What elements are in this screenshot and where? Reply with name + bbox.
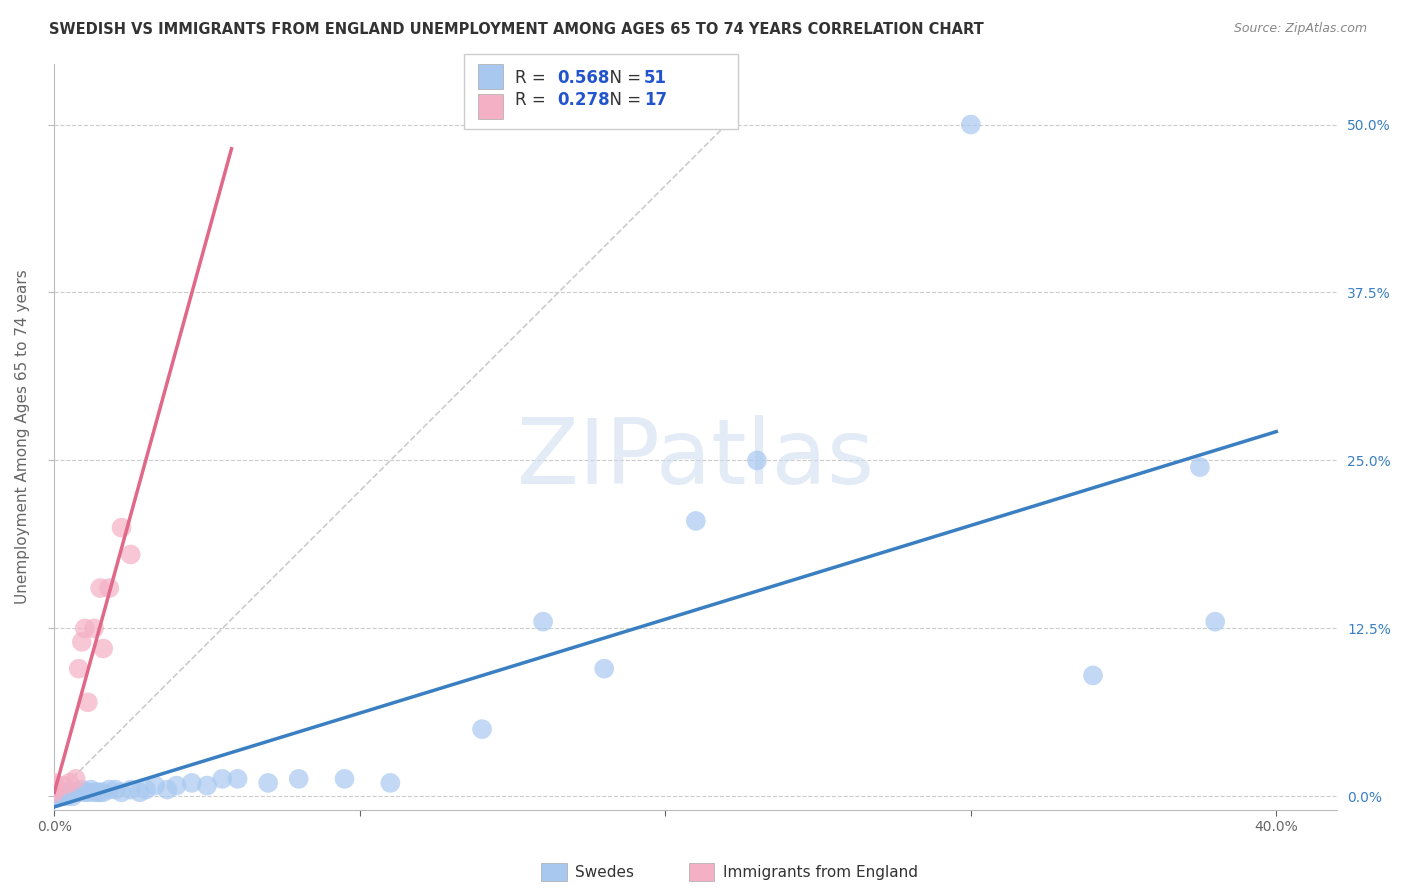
Text: ZIPatlas: ZIPatlas — [517, 416, 875, 503]
Point — [143, 779, 166, 793]
Point — [128, 785, 150, 799]
Point — [77, 695, 100, 709]
Point — [959, 118, 981, 132]
Point — [287, 772, 309, 786]
Point — [44, 789, 66, 804]
Point — [73, 785, 96, 799]
Point — [1188, 460, 1211, 475]
Point — [44, 782, 66, 797]
Text: R =: R = — [515, 91, 551, 109]
Point — [55, 789, 77, 804]
Point — [80, 782, 103, 797]
Point — [52, 779, 75, 793]
Point — [166, 779, 188, 793]
Point — [83, 621, 105, 635]
Point — [593, 662, 616, 676]
Point — [180, 776, 202, 790]
Point — [86, 785, 108, 799]
Text: Swedes: Swedes — [575, 865, 634, 880]
Point — [471, 722, 494, 736]
Point — [44, 789, 66, 804]
Y-axis label: Unemployment Among Ages 65 to 74 years: Unemployment Among Ages 65 to 74 years — [15, 269, 30, 604]
Point — [104, 782, 127, 797]
Point — [70, 782, 93, 797]
Point — [195, 779, 218, 793]
Point — [745, 453, 768, 467]
Point — [211, 772, 233, 786]
Point — [135, 782, 157, 797]
Text: Immigrants from England: Immigrants from England — [723, 865, 918, 880]
Point — [226, 772, 249, 786]
Point — [1204, 615, 1226, 629]
Point — [73, 621, 96, 635]
Point — [110, 520, 132, 534]
Point — [62, 789, 84, 804]
Point — [70, 635, 93, 649]
Point — [89, 785, 111, 799]
Point — [58, 785, 80, 799]
Point — [44, 782, 66, 797]
Point — [98, 782, 121, 797]
Point — [44, 789, 66, 804]
Point — [44, 789, 66, 804]
Point — [110, 785, 132, 799]
Text: 51: 51 — [644, 69, 666, 87]
Point — [685, 514, 707, 528]
Point — [91, 785, 114, 799]
Point — [44, 776, 66, 790]
Point — [44, 779, 66, 793]
Text: 0.278: 0.278 — [557, 91, 609, 109]
Text: SWEDISH VS IMMIGRANTS FROM ENGLAND UNEMPLOYMENT AMONG AGES 65 TO 74 YEARS CORREL: SWEDISH VS IMMIGRANTS FROM ENGLAND UNEMP… — [49, 22, 984, 37]
Point — [44, 789, 66, 804]
Point — [44, 789, 66, 804]
Point — [65, 772, 87, 786]
Point — [83, 785, 105, 799]
Point — [58, 776, 80, 790]
Point — [77, 785, 100, 799]
Point — [89, 581, 111, 595]
Text: Source: ZipAtlas.com: Source: ZipAtlas.com — [1233, 22, 1367, 36]
Point — [1081, 668, 1104, 682]
Point — [91, 641, 114, 656]
Point — [156, 782, 179, 797]
Point — [44, 789, 66, 804]
Point — [333, 772, 356, 786]
Point — [120, 548, 142, 562]
Point — [257, 776, 280, 790]
Point — [531, 615, 554, 629]
Text: 17: 17 — [644, 91, 666, 109]
Text: N =: N = — [599, 91, 647, 109]
Point — [44, 785, 66, 799]
Point — [67, 662, 90, 676]
Point — [67, 785, 90, 799]
Point — [49, 789, 72, 804]
Point — [52, 785, 75, 799]
Text: N =: N = — [599, 69, 647, 87]
Point — [65, 785, 87, 799]
Text: R =: R = — [515, 69, 551, 87]
Point — [380, 776, 402, 790]
Text: 0.568: 0.568 — [557, 69, 609, 87]
Point — [44, 789, 66, 804]
Point — [44, 785, 66, 799]
Point — [98, 581, 121, 595]
Point — [120, 782, 142, 797]
